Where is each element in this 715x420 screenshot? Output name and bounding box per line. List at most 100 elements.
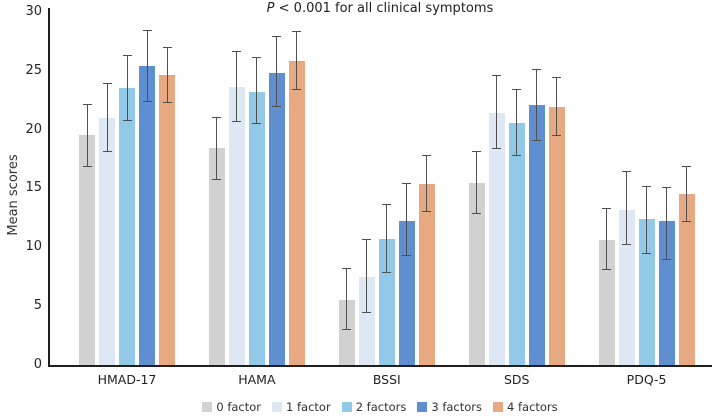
error-bar-cap-bottom — [382, 271, 392, 273]
error-bar-line — [276, 36, 278, 107]
error-bar-cap-top — [82, 104, 92, 106]
error-bar-line — [256, 57, 258, 124]
error-bar-cap-bottom — [362, 311, 372, 313]
error-bar-cap-bottom — [512, 154, 522, 156]
error-bar-line — [496, 75, 498, 149]
bar — [598, 240, 615, 365]
error-bar-cap-bottom — [162, 102, 172, 104]
error-bar-cap-top — [122, 54, 132, 56]
legend-item: 3 factors — [417, 400, 482, 414]
bar — [508, 122, 525, 365]
error-bar-cap-bottom — [272, 105, 282, 107]
legend-swatch — [341, 402, 352, 412]
error-bar-cap-bottom — [82, 165, 92, 167]
error-bar-cap-bottom — [212, 178, 222, 180]
error-bar-cap-top — [362, 238, 372, 240]
error-bar-line — [536, 69, 538, 141]
error-bar-line — [346, 268, 348, 330]
error-bar-line — [86, 104, 88, 167]
y-tick-label: 15 — [25, 180, 42, 196]
error-bar-line — [386, 204, 388, 272]
bar — [338, 300, 355, 365]
bar — [288, 61, 305, 365]
bar — [268, 73, 285, 365]
legend-swatch — [202, 402, 213, 412]
bar — [678, 194, 695, 365]
y-tick-label: 10 — [25, 239, 42, 255]
legend-swatch — [493, 402, 503, 412]
error-bar-cap-bottom — [342, 329, 352, 331]
error-bar-line — [556, 77, 558, 136]
legend: 0 factor 1 factor 2 factors 3 factors 4 fact… — [48, 398, 712, 416]
error-bar-cap-top — [232, 51, 242, 53]
bar — [79, 135, 95, 365]
y-tick-label: 0 — [33, 357, 42, 372]
bar — [468, 182, 485, 365]
error-bar-cap-bottom — [122, 119, 132, 121]
error-bar-cap-top — [622, 171, 632, 173]
error-bar-cap-top — [552, 77, 562, 79]
error-bar-line — [216, 117, 218, 180]
error-bar-cap-top — [212, 117, 222, 119]
bar — [418, 183, 435, 365]
x-axis-line — [48, 365, 712, 367]
bar — [139, 66, 155, 365]
x-tick-label: BSSI — [372, 372, 401, 387]
error-bar-cap-bottom — [492, 147, 502, 149]
bar — [378, 239, 395, 365]
error-bar-cap-top — [682, 165, 692, 167]
error-bar-line — [626, 171, 628, 245]
y-tick-label: 30 — [25, 3, 42, 19]
error-bar-cap-bottom — [142, 100, 152, 102]
error-bar-line — [146, 30, 148, 102]
error-bar-cap-top — [162, 46, 172, 48]
error-bar-line — [106, 83, 108, 152]
error-bar-line — [606, 208, 608, 270]
error-bar-cap-top — [382, 204, 392, 206]
error-bar-cap-top — [512, 89, 522, 91]
bar — [398, 221, 415, 365]
error-bar-line — [666, 187, 668, 260]
bar — [638, 219, 655, 365]
legend-item: 0 factor — [202, 400, 261, 414]
x-tick-label: PDQ-5 — [626, 372, 667, 387]
legend-label: 4 factors — [507, 400, 558, 414]
x-tick-label: SDS — [503, 372, 530, 387]
error-bar-cap-bottom — [232, 120, 242, 122]
error-bar-line — [516, 89, 518, 156]
error-bar-cap-bottom — [622, 244, 632, 246]
error-bar-cap-top — [342, 267, 352, 269]
error-bar-cap-top — [662, 186, 672, 188]
error-bar-cap-bottom — [662, 258, 672, 260]
legend-swatch — [417, 402, 428, 412]
error-bar-cap-bottom — [102, 151, 112, 153]
y-tick-label: 25 — [25, 62, 42, 78]
y-tick-label: 5 — [33, 298, 42, 314]
error-bar-cap-bottom — [642, 252, 652, 254]
error-bar-cap-top — [602, 207, 612, 209]
bar — [228, 87, 245, 365]
error-bar-line — [126, 55, 128, 121]
error-bar-cap-bottom — [422, 211, 432, 213]
error-bar-cap-bottom — [402, 255, 412, 257]
bar — [159, 75, 175, 365]
error-bar-cap-top — [252, 57, 262, 59]
error-bar-cap-top — [272, 36, 282, 38]
error-bar-cap-top — [472, 151, 482, 153]
legend-label: 0 factor — [216, 400, 262, 414]
error-bar-cap-top — [532, 69, 542, 71]
error-bar-line — [406, 183, 408, 256]
error-bar-cap-top — [142, 30, 152, 32]
error-bar-line — [166, 47, 168, 103]
error-bar-cap-bottom — [552, 134, 562, 136]
error-bar-cap-top — [402, 183, 412, 185]
x-tick-label: HAMA — [238, 372, 276, 387]
error-bar-cap-top — [492, 74, 502, 76]
error-bar-line — [646, 186, 648, 254]
error-bar-cap-top — [102, 83, 112, 85]
bar — [548, 107, 565, 365]
error-bar-line — [426, 155, 428, 212]
chart-title: P < 0.001 for all clinical symptoms — [48, 1, 712, 16]
bar — [248, 91, 265, 365]
